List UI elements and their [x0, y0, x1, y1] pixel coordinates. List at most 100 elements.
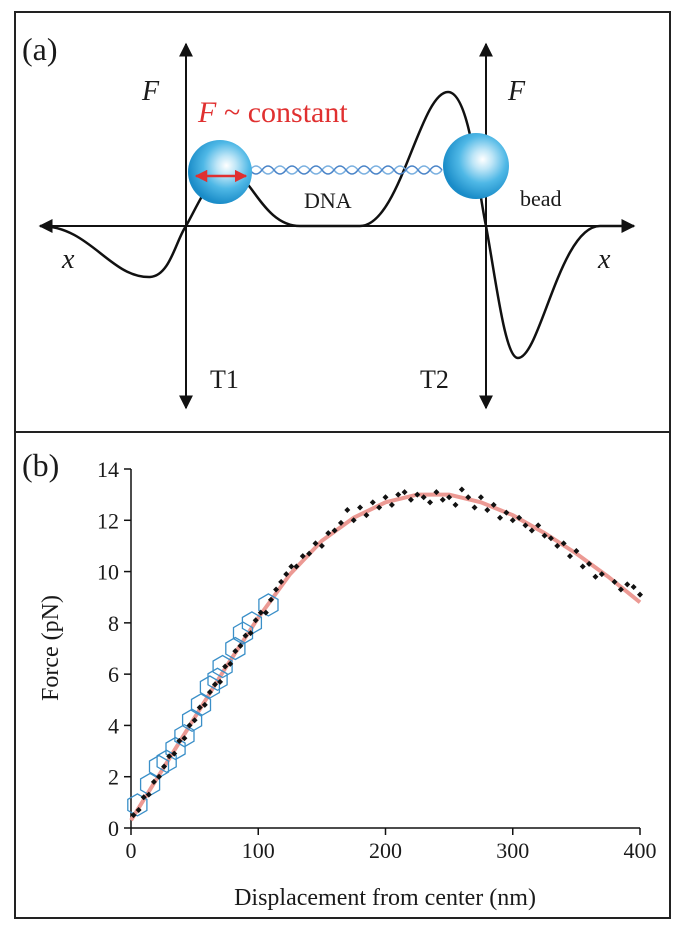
y-tick-label: 2: [108, 765, 119, 790]
panel-a: (a) F F F ~ constant DNA bead x x T1 T2: [22, 31, 636, 410]
data-point: [278, 578, 285, 585]
data-point: [267, 596, 274, 603]
data-point: [357, 504, 364, 511]
data-point: [465, 494, 472, 501]
data-point: [573, 548, 580, 555]
data-point: [299, 553, 306, 560]
data-point: [155, 773, 162, 780]
data-point: [630, 583, 637, 590]
data-point: [509, 517, 516, 524]
data-point: [497, 514, 504, 521]
trap-label: T1: [210, 365, 239, 394]
data-point: [376, 504, 383, 511]
data-point: [484, 507, 491, 514]
data-point: [477, 494, 484, 501]
force-label: F: [141, 76, 160, 107]
data-point: [382, 494, 389, 501]
data-point: [592, 573, 599, 580]
hexagon-marker: [190, 693, 212, 717]
data-point: [598, 571, 605, 578]
data-point: [211, 681, 218, 688]
data-point: [490, 501, 497, 508]
hexagon-marker: [258, 593, 279, 617]
data-point: [222, 663, 229, 670]
data-point: [262, 609, 269, 616]
x-tick-label: 300: [496, 838, 529, 863]
data-point: [369, 499, 376, 506]
data-point: [611, 578, 618, 585]
hexagon-marker: [165, 736, 186, 761]
data-point: [433, 489, 440, 496]
y-tick-label: 4: [108, 713, 119, 738]
data-point: [344, 507, 351, 514]
axis-label: x: [61, 244, 75, 275]
x-tick-label: 0: [126, 838, 137, 863]
data-point: [176, 737, 183, 744]
hexagon-marker: [232, 621, 254, 645]
data-point: [363, 512, 370, 519]
data-point: [161, 763, 168, 770]
bead: [443, 133, 509, 199]
data-point: [257, 609, 264, 616]
data-point: [217, 678, 224, 685]
annotation-symbol: F: [197, 96, 217, 129]
y-axis-title: Force (pN): [38, 595, 64, 701]
data-point: [528, 527, 535, 534]
data-point: [306, 550, 313, 557]
data-point: [171, 750, 178, 757]
hexagon-marker: [181, 708, 203, 733]
data-point: [554, 542, 561, 549]
data-point: [150, 778, 157, 785]
data-point: [227, 660, 234, 667]
data-point: [624, 581, 631, 588]
bead-label: bead: [520, 186, 562, 211]
data-point: [247, 630, 254, 637]
data-point: [388, 501, 395, 508]
data-point: [318, 542, 325, 549]
panel-label: (b): [22, 447, 59, 483]
data-point: [458, 486, 465, 493]
x-tick-label: 200: [369, 838, 402, 863]
data-point: [560, 540, 567, 547]
data-point: [130, 812, 137, 819]
data-point: [232, 648, 239, 655]
data-point: [293, 563, 300, 570]
frame: [14, 11, 671, 919]
axis-label: x: [597, 244, 611, 275]
data-point: [186, 722, 193, 729]
x-tick-label: 400: [624, 838, 657, 863]
data-point: [427, 499, 434, 506]
annotation-text: ~ constant: [224, 96, 348, 129]
bead: [188, 140, 252, 204]
data-point: [446, 494, 453, 501]
data-point: [325, 530, 332, 537]
data-point: [181, 735, 188, 742]
data-point: [350, 517, 357, 524]
data-point: [166, 753, 173, 760]
y-tick-label: 12: [97, 508, 119, 533]
data-point: [312, 540, 319, 547]
data-point: [273, 586, 280, 593]
data-point: [283, 571, 290, 578]
data-point: [237, 642, 244, 649]
dna-label: DNA: [304, 188, 352, 213]
force-label: F: [507, 76, 526, 107]
data-point: [420, 494, 427, 501]
y-tick-label: 0: [108, 816, 119, 841]
data-point: [637, 591, 643, 598]
data-point: [331, 527, 338, 534]
data-point: [567, 553, 574, 560]
y-tick-label: 6: [108, 662, 119, 687]
trap-label: T2: [420, 365, 449, 394]
data-point: [414, 491, 421, 498]
data-point: [503, 509, 510, 516]
data-point: [288, 563, 295, 570]
data-point: [439, 496, 446, 503]
hexagon-marker: [207, 667, 228, 692]
y-tick-label: 8: [108, 611, 119, 636]
data-point: [407, 496, 414, 503]
hexagon-marker: [127, 793, 148, 817]
y-tick-label: 10: [97, 560, 119, 585]
data-point: [586, 560, 593, 567]
